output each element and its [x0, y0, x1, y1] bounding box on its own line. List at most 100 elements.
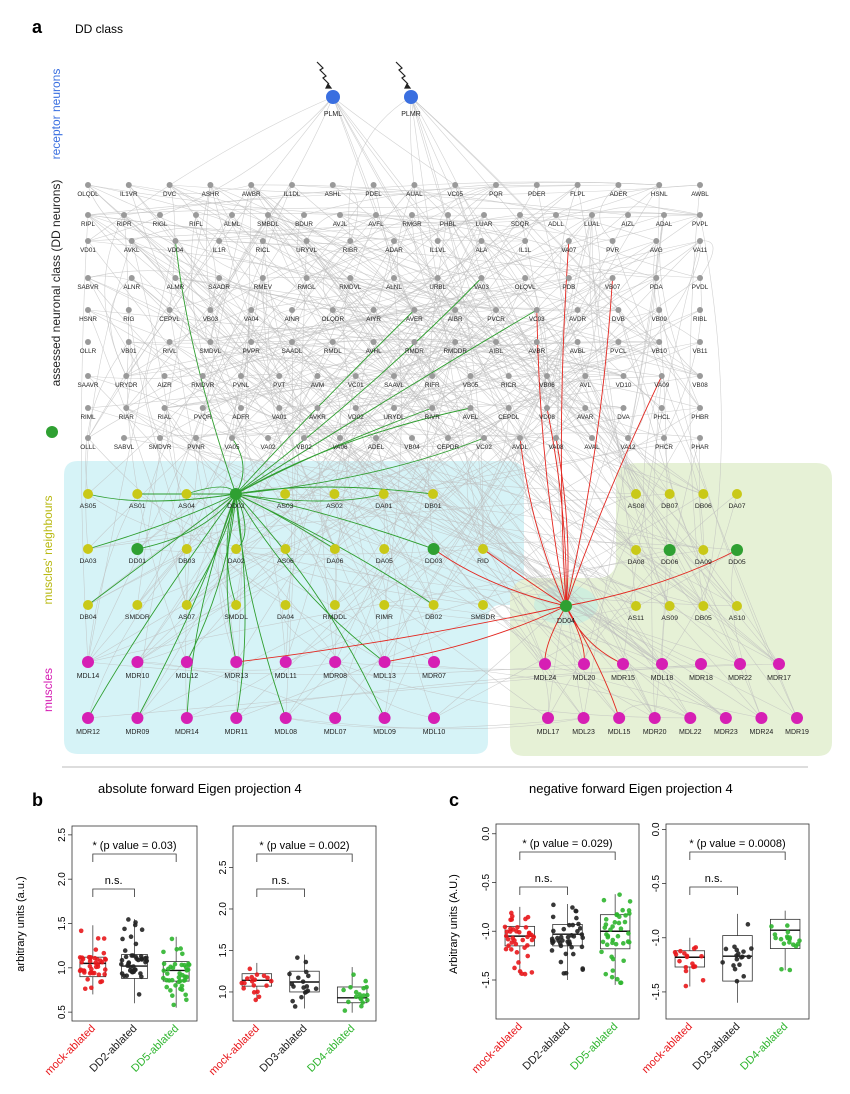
- node-label: SAAVR: [78, 382, 99, 389]
- node-label: PHCL: [653, 414, 670, 421]
- network-edge: [334, 375, 548, 719]
- network-node: [732, 489, 742, 499]
- data-point: [508, 926, 513, 932]
- network-node: [615, 339, 622, 345]
- network-edge: [334, 493, 434, 550]
- network-node: [684, 712, 697, 724]
- node-label: RIMR: [376, 614, 393, 621]
- node-label: RIPL: [81, 221, 95, 228]
- network-edge: [164, 375, 377, 439]
- node-label: SDQR: [511, 221, 530, 228]
- node-label: SAADL: [282, 348, 303, 355]
- network-node: [303, 238, 310, 244]
- network-edge: [447, 214, 548, 409]
- network-edge: [618, 309, 665, 439]
- network-edge: [131, 277, 663, 665]
- network-node: [166, 339, 173, 345]
- network-node: [698, 489, 709, 499]
- dd02-edge: [235, 486, 434, 495]
- network-node: [303, 275, 310, 281]
- network-edge: [126, 339, 497, 377]
- network-node: [265, 212, 271, 218]
- network-edge: [87, 240, 176, 663]
- node-label: VB08: [692, 382, 708, 389]
- node-label: AVBL: [570, 348, 586, 355]
- network-edge: [285, 375, 471, 550]
- node-label: SAADR: [208, 284, 230, 291]
- network-node: [391, 238, 397, 244]
- node-label: URYDL: [383, 414, 405, 421]
- network-edge: [383, 493, 435, 719]
- network-node: [698, 601, 709, 611]
- node-label: MDL11: [275, 673, 297, 680]
- significance-label: * (p value = 0.03): [92, 840, 176, 852]
- node-label: DA07: [728, 503, 745, 510]
- node-label: ASHR: [202, 191, 220, 198]
- data-point: [734, 956, 740, 962]
- dd02-edge: [235, 309, 538, 495]
- network-node: [199, 373, 206, 379]
- data-point: [143, 959, 148, 965]
- network-edge: [87, 407, 586, 663]
- node-label: PVCR: [487, 316, 505, 323]
- network-node: [238, 405, 244, 411]
- network-edge: [137, 277, 482, 663]
- network-edge: [210, 96, 334, 311]
- data-point: [122, 926, 127, 932]
- data-point: [77, 955, 83, 960]
- dd02-edge: [186, 493, 237, 663]
- panel-c-title: negative forward Eigen projection 4: [529, 781, 733, 796]
- network-node: [301, 212, 307, 218]
- node-label: AS11: [628, 615, 644, 622]
- data-point: [615, 976, 620, 982]
- network-node: [216, 238, 223, 244]
- data-point: [563, 951, 569, 957]
- network-edge: [87, 309, 662, 377]
- side-label-neighbours: muscles' neighbours: [41, 495, 55, 604]
- data-point: [793, 943, 799, 949]
- network-node: [132, 600, 143, 610]
- node-label: PDEL: [365, 191, 382, 198]
- node-label: DD05: [728, 559, 746, 566]
- data-point: [251, 983, 257, 988]
- network-node: [378, 489, 389, 499]
- data-point: [627, 911, 632, 916]
- network-edge: [87, 375, 780, 665]
- network-edge: [195, 437, 237, 663]
- y-tick-label: 2.0: [57, 872, 68, 886]
- node-label: AVDL: [512, 444, 528, 451]
- network-node: [123, 405, 130, 411]
- data-point: [139, 974, 144, 980]
- network-node: [697, 182, 703, 188]
- network-edge: [482, 604, 549, 719]
- network-edge: [164, 407, 286, 495]
- data-point: [613, 941, 619, 947]
- network-node: [578, 658, 590, 670]
- network-node: [478, 544, 488, 554]
- node-label: HSNR: [79, 316, 97, 323]
- network-edge: [383, 341, 660, 495]
- node-label: AS01: [129, 503, 146, 510]
- node-label: RMDVR: [191, 382, 215, 389]
- chart-frame: [665, 823, 810, 1020]
- node-label: LUAR: [476, 221, 493, 228]
- network-edge: [87, 214, 657, 279]
- network-edge: [123, 181, 660, 216]
- network-node: [329, 600, 340, 610]
- node-label: VD08: [539, 414, 555, 421]
- data-point: [351, 972, 356, 977]
- network-edge: [128, 341, 593, 439]
- data-point: [555, 935, 560, 941]
- network-edge: [546, 341, 619, 409]
- network-node: [370, 307, 377, 313]
- data-point: [102, 972, 107, 977]
- significance-bracket: [256, 853, 353, 862]
- network-node: [631, 489, 641, 499]
- network-edge: [231, 184, 415, 439]
- network-edge: [137, 661, 336, 719]
- node-label: ASHL: [325, 191, 342, 198]
- network-node: [517, 435, 523, 441]
- node-label: HSNL: [651, 191, 668, 198]
- data-point: [778, 936, 784, 942]
- node-label: IL1VL: [429, 247, 446, 254]
